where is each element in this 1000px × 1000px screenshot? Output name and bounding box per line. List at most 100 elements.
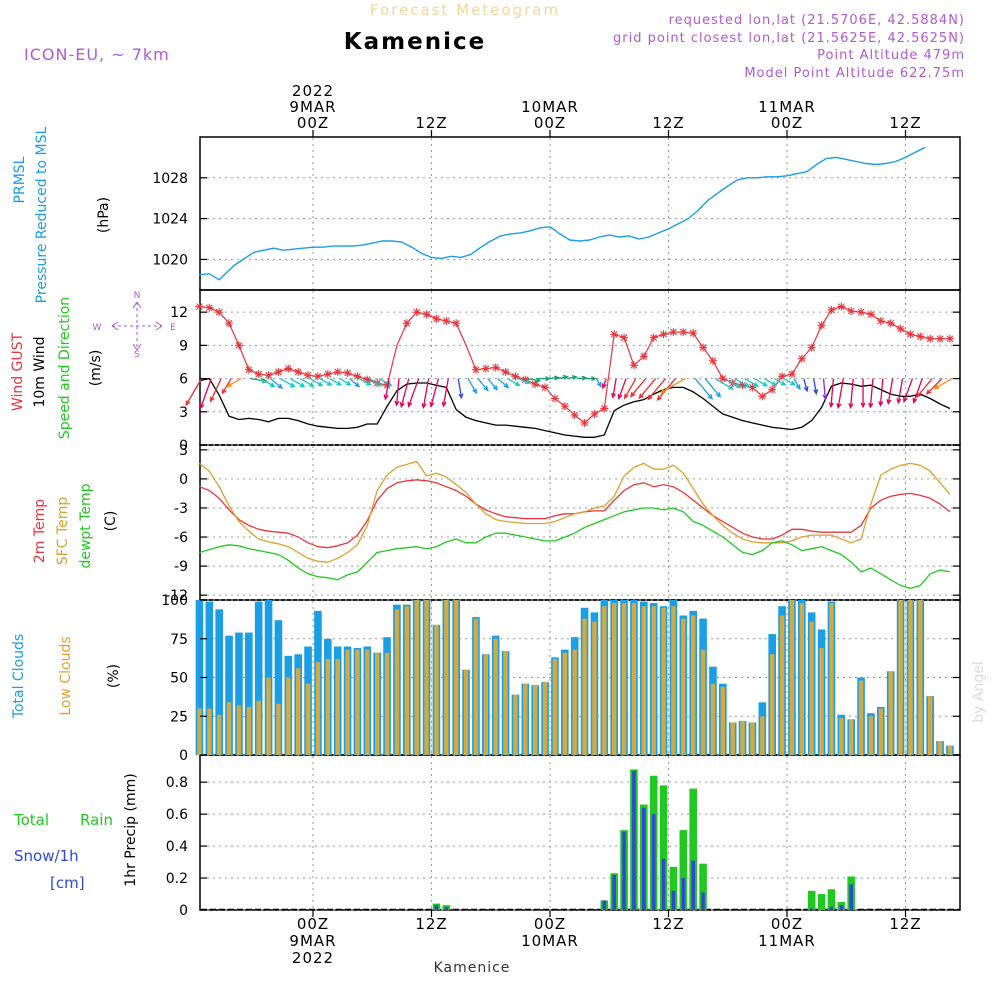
total-label: Total xyxy=(13,811,49,829)
low-cloud-bar xyxy=(453,600,459,755)
wind-ytick-label: 12 xyxy=(170,305,188,321)
wind-gust-marker xyxy=(738,381,747,390)
low-cloud-bar xyxy=(888,671,893,755)
bottom-time-label: 2022 xyxy=(292,949,334,967)
wind-arrow xyxy=(210,378,222,402)
wind-arrow xyxy=(349,378,360,387)
sfc-temp-label: SFC Temp xyxy=(55,497,71,566)
rain-bar xyxy=(817,894,826,910)
wind-arrow xyxy=(467,378,477,394)
low-cloud-bar xyxy=(661,607,666,755)
wind-gust-marker xyxy=(254,370,263,379)
wind-arrow-head xyxy=(458,393,464,400)
wind-arrow-head xyxy=(728,384,735,390)
low-cloud-bar xyxy=(523,683,528,755)
percent-label: (%) xyxy=(106,664,122,688)
wind-gust-marker xyxy=(797,354,806,363)
wind-arrow xyxy=(734,378,750,388)
snow-bar xyxy=(701,892,705,910)
wind10m-line xyxy=(199,377,951,438)
temperature-labels: 2m Temp SFC Temp dewpt Temp (C) xyxy=(32,483,119,568)
wind-arrow-head xyxy=(336,380,343,386)
wind-arrow-head xyxy=(317,381,324,387)
wind-labels: Wind GUST 10m Wind Speed and Direction (… xyxy=(10,297,104,439)
low-cloud-bar xyxy=(384,652,390,755)
clouds-ytick-label: 75 xyxy=(170,632,188,648)
rain-bar xyxy=(669,866,678,910)
prmsl-label: PRMSL xyxy=(12,156,28,203)
wind-gust-marker xyxy=(363,375,372,384)
wind-gust-marker xyxy=(620,333,629,342)
wind-gust-marker xyxy=(600,404,609,413)
total-cloud-bar xyxy=(215,609,223,755)
top-time-label: 9MAR xyxy=(289,98,336,116)
wind-gust-marker xyxy=(768,385,777,394)
wind-ytick-label: 3 xyxy=(179,405,188,421)
wind-arrow xyxy=(329,378,342,386)
wind-gust-marker xyxy=(343,369,352,378)
wind-arrow-head xyxy=(277,383,284,390)
wind-arrow xyxy=(546,376,559,380)
wind-gust-marker xyxy=(778,372,787,381)
wind-arrow-head xyxy=(289,382,296,388)
low-cloud-bar xyxy=(394,609,400,755)
rain-bar xyxy=(827,889,836,910)
low-cloud-bar xyxy=(779,615,785,755)
wind-arrow-head xyxy=(429,401,435,408)
wind-gust-marker xyxy=(649,333,658,342)
low-cloud-bar xyxy=(305,683,311,755)
wind-arrow-head xyxy=(623,393,629,400)
wind-arrow xyxy=(783,378,796,386)
wind-arrow xyxy=(299,378,314,387)
clouds-ytick-label: 50 xyxy=(170,671,188,687)
total-cloud-bar xyxy=(254,601,263,755)
wind-arrow xyxy=(339,378,351,386)
snow-bar xyxy=(691,860,695,910)
wind-arrow xyxy=(903,378,914,402)
bottom-time-label: 9MAR xyxy=(289,932,336,950)
grid-coords: grid point closest lon,lat (21.5625E, 42… xyxy=(613,31,965,46)
top-time-label: 12Z xyxy=(652,114,684,132)
snow-bar xyxy=(642,807,646,910)
wind-arrow xyxy=(897,378,904,403)
compass-south: S xyxy=(134,350,140,360)
snow-bar xyxy=(681,878,686,910)
wind-arrow xyxy=(457,378,463,398)
low-cloud-bar xyxy=(760,716,765,755)
bottom-time-label: 12Z xyxy=(889,915,921,933)
top-time-label: 10MAR xyxy=(521,98,579,116)
low-cloud-bar xyxy=(819,648,824,755)
bottom-time-label: 00Z xyxy=(297,915,329,933)
total-cloud-bar xyxy=(195,600,204,755)
rain-bar xyxy=(679,830,688,910)
pressure-ytick-label: 1024 xyxy=(152,212,188,228)
wind-gust-marker xyxy=(847,307,856,316)
wind-arrow-head xyxy=(199,403,205,410)
bottom-time-label: 00Z xyxy=(771,915,803,933)
wind-arrow-head xyxy=(647,394,653,401)
low-cloud-bar xyxy=(878,708,884,755)
low-cloud-bar xyxy=(463,669,469,755)
top-time-label: 11MAR xyxy=(758,98,816,116)
low-cloud-bar xyxy=(424,600,429,755)
wind-arrow-head xyxy=(365,380,372,386)
rain-bar xyxy=(699,863,707,910)
wind-arrow xyxy=(309,378,323,387)
wind-arrow xyxy=(754,378,768,387)
wind-arrow xyxy=(660,378,686,394)
wind-arrow xyxy=(724,378,741,389)
snow-bar xyxy=(671,890,676,910)
wind-arrow xyxy=(934,378,953,390)
low-cloud-bar xyxy=(769,654,775,755)
wind-arrow xyxy=(879,378,884,406)
wind-arrow-head xyxy=(836,403,842,410)
wind-gust-marker xyxy=(758,392,767,401)
low-cloud-bar xyxy=(602,606,607,755)
top-time-label: 00Z xyxy=(534,114,566,132)
wind-arrow xyxy=(638,378,657,399)
wind-gust-marker xyxy=(481,364,490,373)
wind-arrow xyxy=(916,378,933,398)
sfc-temp-line xyxy=(198,460,951,563)
